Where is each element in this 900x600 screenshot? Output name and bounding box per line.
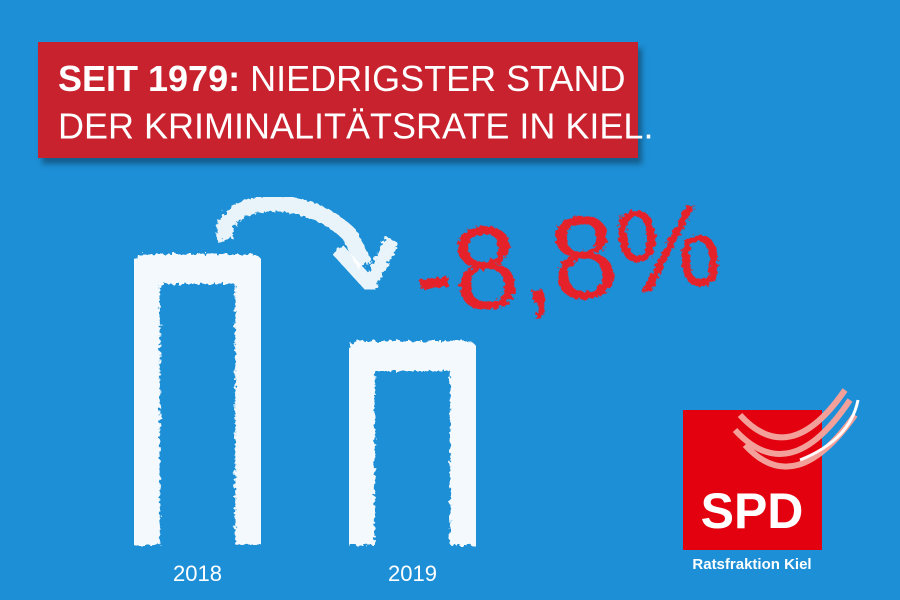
bar <box>344 341 481 545</box>
title-part: NIEDRIGSTER STAND <box>250 58 625 99</box>
chart-title: DER KRIMINALITÄTSRATE IN KIEL. <box>58 106 653 147</box>
title-banner <box>38 42 638 158</box>
logo-subtitle: Ratsfraktion Kiel <box>692 556 811 573</box>
chart-title: SEIT 1979: NIEDRIGSTER STAND <box>58 58 625 99</box>
annotation: -8,8% <box>407 178 727 341</box>
title-part: SEIT 1979: <box>58 58 240 99</box>
logo: SPD Ratsfraktion Kiel <box>683 388 860 573</box>
arrow-head <box>332 236 399 298</box>
bar <box>129 254 266 545</box>
x-tick-label: 2018 <box>173 561 222 586</box>
logo-net <box>799 399 860 462</box>
arrow <box>216 195 373 269</box>
x-tick-label: 2019 <box>388 561 437 586</box>
logo-name: SPD <box>701 483 804 539</box>
